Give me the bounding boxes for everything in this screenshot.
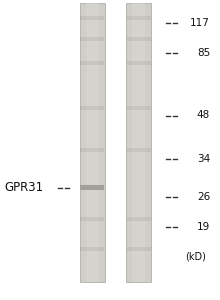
Text: 117: 117: [190, 17, 210, 28]
Text: 48: 48: [197, 110, 210, 121]
Text: 19: 19: [197, 221, 210, 232]
Bar: [81, 185, 104, 190]
Bar: [81, 37, 104, 41]
Bar: [81, 106, 104, 110]
Text: 34: 34: [197, 154, 210, 164]
Text: GPR31: GPR31: [4, 181, 44, 194]
Text: 26: 26: [197, 191, 210, 202]
Bar: [127, 37, 150, 41]
Bar: [80, 3, 105, 282]
Text: (kD): (kD): [185, 251, 206, 262]
Bar: [81, 61, 104, 65]
Bar: [127, 106, 150, 110]
Bar: [127, 217, 150, 221]
Bar: [81, 217, 104, 221]
Bar: [127, 148, 150, 152]
Bar: [81, 247, 104, 251]
Bar: [86, 3, 99, 282]
Bar: [127, 16, 150, 20]
Bar: [81, 186, 104, 189]
Bar: [127, 247, 150, 251]
Bar: [81, 148, 104, 152]
Bar: [81, 16, 104, 20]
Bar: [127, 61, 150, 65]
Bar: [126, 3, 151, 282]
Text: 85: 85: [197, 47, 210, 58]
Bar: [132, 3, 145, 282]
